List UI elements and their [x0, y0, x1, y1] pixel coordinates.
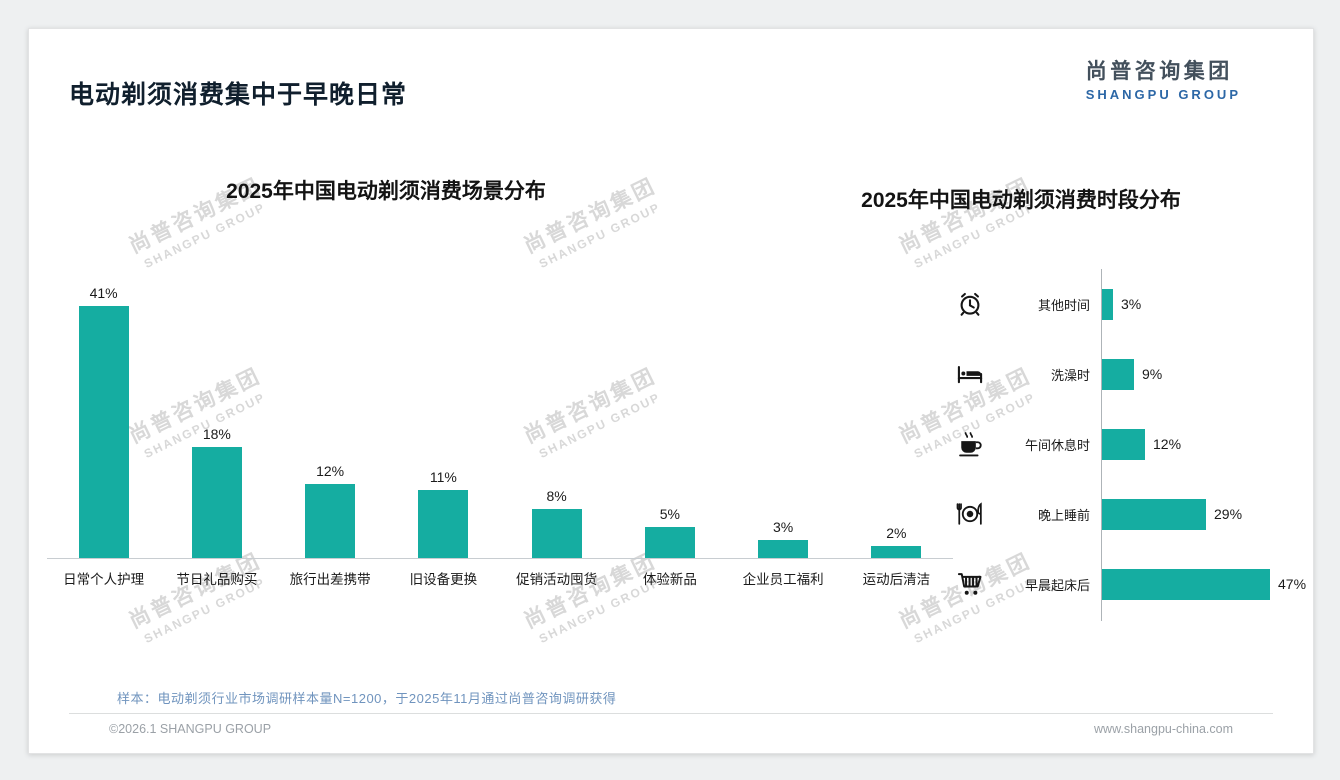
time-row-label: 晚上睡前	[954, 479, 1101, 549]
time-bar	[1102, 358, 1134, 390]
shopping-cart-icon	[956, 570, 984, 598]
scene-bar-value: 18%	[202, 426, 231, 442]
time-category-label: 其他时间	[1037, 297, 1090, 313]
time-row-label: 其他时间	[954, 269, 1101, 339]
time-bars-column: 3% 9% 12% 29% 47%	[1101, 269, 1318, 621]
time-row-label: 早晨起床后	[954, 549, 1101, 619]
time-category-label: 午间休息时	[1024, 437, 1090, 453]
scene-category-labels: 日常个人护理 节日礼品购买 旅行出差携带 旧设备更换 促销活动囤货 体验新品 企业员工福利 运…	[47, 568, 953, 588]
footer-divider	[69, 713, 1273, 714]
scene-bar-value: 5%	[659, 506, 680, 522]
scene-bar-column: 5%	[613, 271, 726, 558]
logo-en-text: SHANGPU GROUP	[1085, 87, 1241, 102]
scene-bar	[78, 306, 129, 558]
time-row-bar: 9%	[1102, 339, 1318, 409]
slide: 尚普咨询集团 SHANGPU GROUP 尚普咨询集团 SHANGPU GROUP 尚普…	[28, 28, 1314, 754]
scene-chart-title: 2025年中国电动剃须消费场景分布	[226, 180, 546, 203]
copyright-text: ©2026.1 SHANGPU GROUP	[109, 722, 272, 736]
company-logo: 尚普咨询集团 SHANGPU GROUP	[1086, 55, 1241, 102]
scene-bar-value: 2%	[886, 525, 907, 541]
scene-bar-label: 运动后清洁	[862, 572, 931, 587]
scene-bar-value: 3%	[773, 519, 794, 535]
time-bar	[1102, 498, 1206, 530]
time-row-bar: 3%	[1102, 269, 1318, 339]
coffee-cup-icon	[956, 430, 984, 458]
time-bar-value: 9%	[1142, 366, 1163, 382]
website-link[interactable]: www.shangpu-china.com	[1094, 722, 1233, 736]
scene-bar-label: 日常个人护理	[63, 572, 145, 587]
scene-bar-label: 旅行出差携带	[289, 572, 371, 587]
time-category-label: 洗澡时	[1050, 367, 1090, 383]
time-bar	[1102, 428, 1145, 460]
scene-bar	[758, 540, 809, 558]
time-bar-value: 12%	[1153, 436, 1182, 452]
scene-bar	[305, 484, 356, 558]
scene-bars-area: 41% 18% 12% 11% 8% 5% 3% 2%	[47, 271, 953, 558]
scene-bar-column: 3%	[727, 271, 840, 558]
scene-distribution-chart: 41% 18% 12% 11% 8% 5% 3% 2% 日常个人护理 节日礼品购买 旅行出差携带 旧…	[47, 271, 953, 606]
time-category-label: 晚上睡前	[1037, 507, 1090, 523]
time-bar-value: 29%	[1214, 506, 1243, 522]
time-distribution-chart: 其他时间洗澡时午间休息时晚上睡前早晨起床后 3% 9% 12% 29% 47%	[954, 269, 1318, 621]
time-row-label: 洗澡时	[954, 339, 1101, 409]
time-bar-value: 47%	[1278, 576, 1307, 592]
time-row-bar: 29%	[1102, 479, 1318, 549]
scene-bar-value: 12%	[316, 463, 345, 479]
time-bar	[1102, 288, 1113, 320]
page-title: 电动剃须消费集中于早晚日常	[69, 81, 408, 109]
time-chart-title: 2025年中国电动剃须消费时段分布	[861, 189, 1181, 212]
scene-bar-value: 41%	[89, 285, 118, 301]
scene-bar-value: 8%	[546, 488, 567, 504]
time-row-label: 午间休息时	[954, 409, 1101, 479]
scene-bar-label: 节日礼品购买	[176, 572, 258, 587]
scene-bar-column: 2%	[840, 271, 953, 558]
scene-bar-label: 促销活动囤货	[516, 572, 598, 587]
scene-x-axis	[47, 558, 953, 559]
time-row-bar: 47%	[1102, 549, 1318, 619]
scene-bar-value: 11%	[429, 469, 457, 485]
time-labels-column: 其他时间洗澡时午间休息时晚上睡前早晨起床后	[954, 269, 1101, 621]
time-category-label: 早晨起床后	[1024, 577, 1090, 593]
sample-note: 样本：电动剃须行业市场调研样本量N=1200，于2025年11月通过尚普咨询调研…	[117, 691, 617, 706]
scene-bar	[531, 509, 582, 558]
scene-bar-column: 12%	[274, 271, 387, 558]
logo-cn-text: 尚普咨询集团	[1085, 60, 1233, 83]
alarm-clock-icon	[956, 290, 984, 318]
scene-bar	[418, 490, 469, 558]
scene-bar-column: 41%	[47, 271, 160, 558]
scene-bar-label: 企业员工福利	[742, 572, 824, 587]
scene-bar-label: 体验新品	[642, 572, 697, 587]
time-row-bar: 12%	[1102, 409, 1318, 479]
scene-bar-column: 18%	[160, 271, 273, 558]
dinner-plate-icon	[956, 500, 984, 528]
scene-bar-column: 8%	[500, 271, 613, 558]
bed-icon	[956, 360, 984, 388]
scene-bar	[644, 527, 695, 558]
scene-bar	[191, 447, 242, 558]
scene-bar-label: 旧设备更换	[409, 572, 478, 587]
time-bar	[1102, 568, 1270, 600]
scene-bar-column: 11%	[387, 271, 500, 558]
scene-bar	[871, 546, 922, 558]
time-bar-value: 3%	[1121, 296, 1142, 312]
